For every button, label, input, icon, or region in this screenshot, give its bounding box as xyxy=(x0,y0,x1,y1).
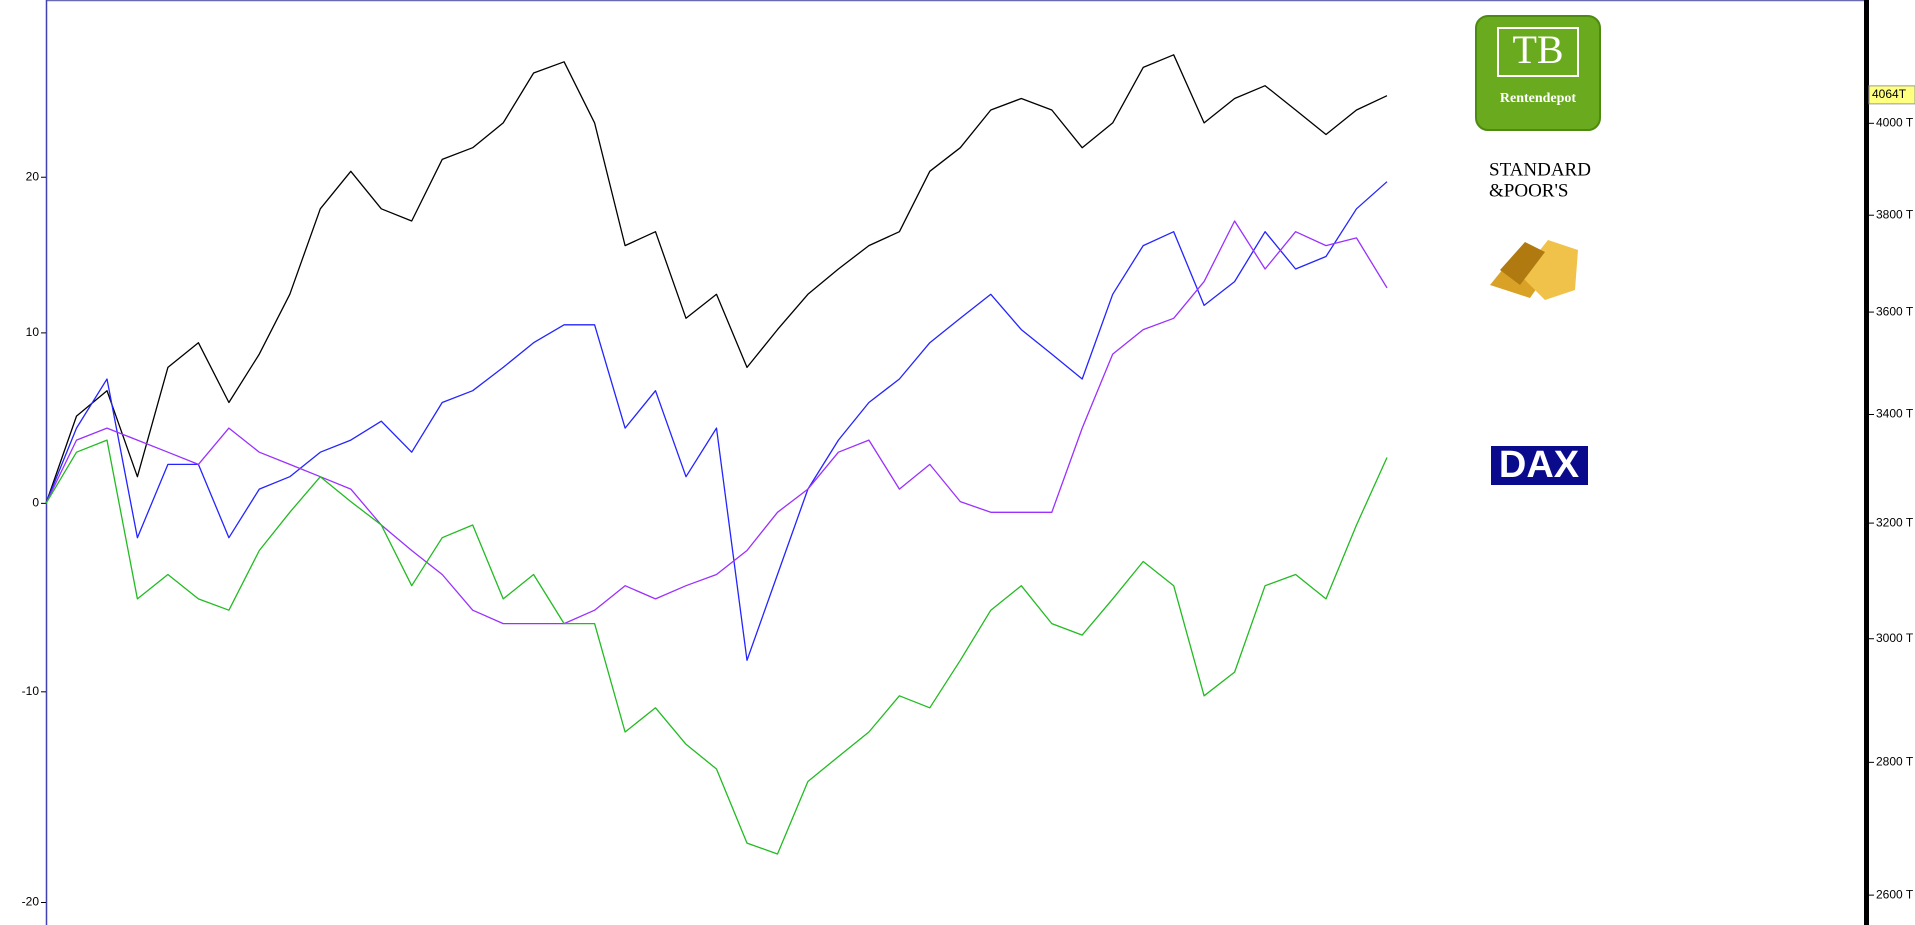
series-line xyxy=(45,439,1388,855)
series-line xyxy=(45,220,1388,625)
y2-tick-label: 3800 T xyxy=(1876,207,1914,221)
right-axis xyxy=(1864,0,1869,925)
price-marker-label: 4064T xyxy=(1872,87,1907,101)
dax-text: DAX xyxy=(1499,444,1580,486)
y-tick-label: 0 xyxy=(32,496,39,510)
y-tick-label: 20 xyxy=(26,169,40,183)
y2-tick-label: 3000 T xyxy=(1876,631,1914,645)
y2-tick-label: 3200 T xyxy=(1876,515,1914,529)
series-line xyxy=(45,54,1388,504)
y2-tick-label: 3600 T xyxy=(1876,304,1914,318)
sp-line1: STANDARD xyxy=(1489,159,1591,180)
sp-line2: &POOR'S xyxy=(1489,180,1568,201)
price-marker-box xyxy=(1868,85,1915,105)
gold-bar xyxy=(1520,240,1578,300)
sp-logo: STANDARD &POOR'S xyxy=(1489,159,1591,201)
tb-caption: Rentendepot xyxy=(1500,91,1577,106)
y-tick-label: 10 xyxy=(26,325,40,339)
y2-tick-label: 4000 T xyxy=(1876,115,1914,129)
dax-logo: DAX xyxy=(1491,444,1588,486)
series-line xyxy=(45,181,1388,661)
y2-tick-label: 2800 T xyxy=(1876,755,1914,769)
y-tick-label: -20 xyxy=(22,895,40,909)
y2-tick-label: 2600 T xyxy=(1876,887,1914,901)
gold-image xyxy=(1490,240,1578,300)
tb-box xyxy=(1475,15,1601,131)
dax-box xyxy=(1491,446,1588,485)
gold-bar xyxy=(1500,242,1545,285)
tb-text: TB xyxy=(1512,27,1563,72)
tb-logo: TB Rentendepot xyxy=(1475,15,1601,131)
tb-frame xyxy=(1497,27,1579,77)
y-tick-label: -10 xyxy=(22,684,40,698)
y2-tick-label: 3400 T xyxy=(1876,407,1914,421)
